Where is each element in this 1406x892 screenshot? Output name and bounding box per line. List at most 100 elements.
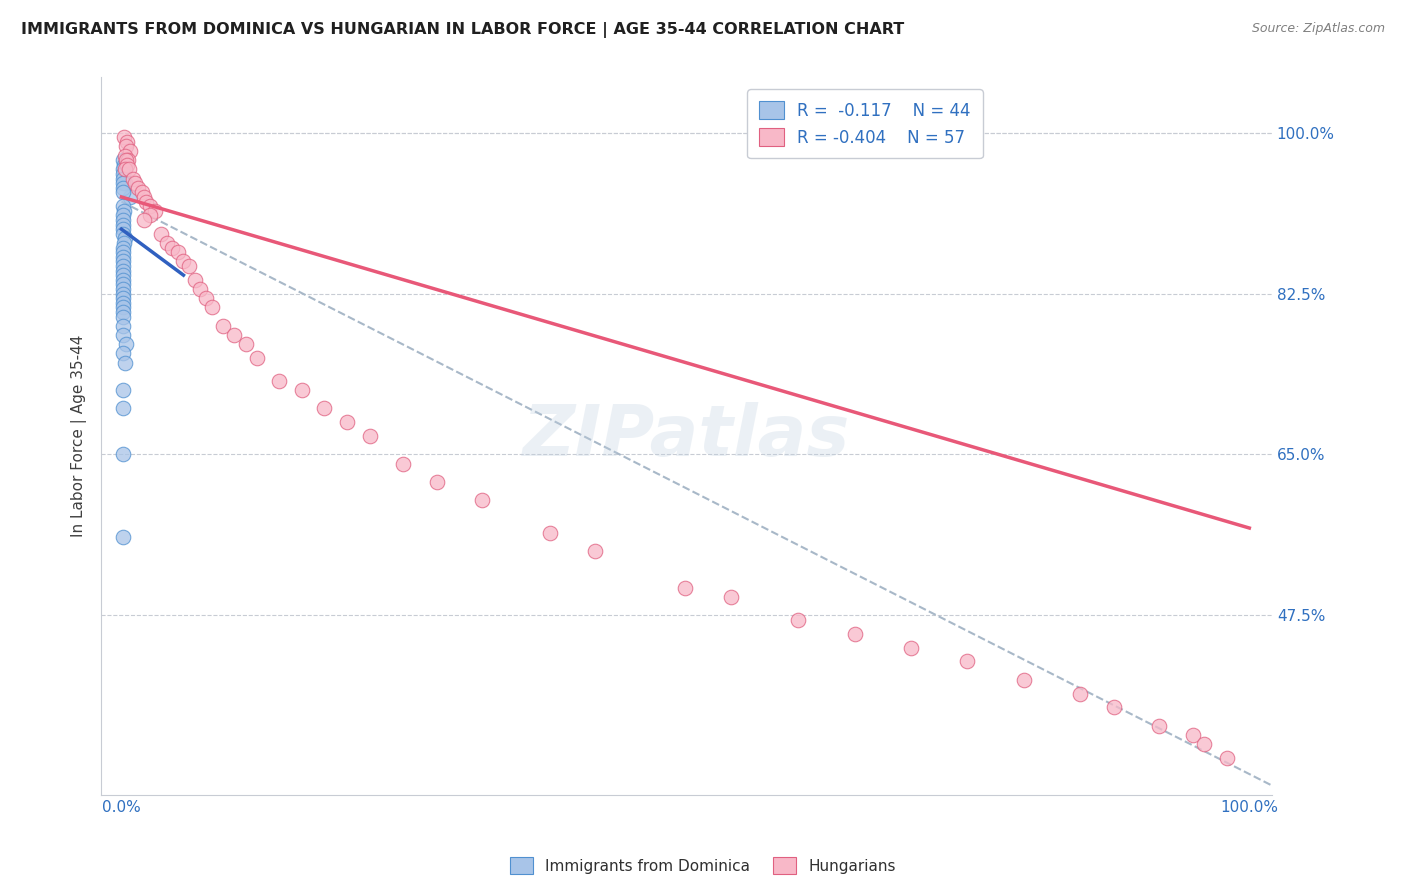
Point	[900, 640, 922, 655]
Point	[132, 213, 155, 227]
Point	[111, 254, 134, 268]
Point	[291, 383, 314, 397]
Text: ZIPatlas: ZIPatlas	[523, 401, 851, 471]
Point	[115, 153, 138, 168]
Text: IMMIGRANTS FROM DOMINICA VS HUNGARIAN IN LABOR FORCE | AGE 35-44 CORRELATION CHA: IMMIGRANTS FROM DOMINICA VS HUNGARIAN IN…	[21, 22, 904, 38]
Point	[120, 190, 142, 204]
Y-axis label: In Labor Force | Age 35-44: In Labor Force | Age 35-44	[72, 334, 87, 537]
Point	[118, 162, 141, 177]
Point	[111, 167, 134, 181]
Point	[1216, 751, 1239, 765]
Point	[155, 235, 177, 250]
Point	[111, 218, 134, 232]
Point	[115, 337, 138, 351]
Point	[720, 590, 742, 604]
Point	[392, 457, 415, 471]
Point	[111, 277, 134, 292]
Point	[135, 194, 157, 209]
Point	[359, 429, 381, 443]
Point	[111, 530, 134, 544]
Point	[336, 415, 359, 429]
Point	[1147, 719, 1170, 733]
Point	[269, 374, 291, 388]
Point	[111, 227, 134, 241]
Point	[111, 273, 134, 287]
Point	[314, 401, 336, 416]
Point	[111, 162, 134, 177]
Point	[131, 186, 153, 200]
Point	[111, 318, 134, 333]
Point	[117, 153, 139, 168]
Point	[1192, 737, 1215, 751]
Point	[1181, 728, 1204, 742]
Point	[246, 351, 269, 365]
Point	[114, 355, 136, 369]
Point	[111, 213, 134, 227]
Point	[184, 273, 207, 287]
Text: Source: ZipAtlas.com: Source: ZipAtlas.com	[1251, 22, 1385, 36]
Point	[111, 199, 134, 213]
Point	[114, 231, 136, 245]
Point	[143, 203, 166, 218]
Point	[583, 544, 606, 558]
Point	[111, 327, 134, 342]
Legend: Immigrants from Dominica, Hungarians: Immigrants from Dominica, Hungarians	[503, 851, 903, 880]
Point	[111, 301, 134, 315]
Point	[112, 203, 135, 218]
Point	[112, 235, 135, 250]
Point	[138, 199, 160, 213]
Point	[115, 139, 138, 153]
Point	[111, 286, 134, 301]
Point	[111, 401, 134, 416]
Point	[111, 245, 134, 260]
Point	[538, 525, 561, 540]
Point	[111, 222, 134, 236]
Point	[111, 153, 134, 168]
Point	[114, 148, 136, 162]
Point	[111, 282, 134, 296]
Point	[1102, 700, 1125, 714]
Point	[844, 627, 866, 641]
Point	[115, 135, 138, 149]
Point	[111, 310, 134, 324]
Point	[124, 176, 146, 190]
Point	[111, 305, 134, 319]
Point	[201, 301, 224, 315]
Point	[111, 291, 134, 305]
Point	[235, 337, 257, 351]
Point	[112, 158, 135, 172]
Point	[111, 295, 134, 310]
Point	[149, 227, 172, 241]
Point	[127, 181, 149, 195]
Point	[111, 250, 134, 264]
Point	[190, 282, 212, 296]
Point	[111, 346, 134, 360]
Point	[111, 171, 134, 186]
Point	[121, 171, 143, 186]
Point	[1012, 673, 1035, 687]
Point	[111, 241, 134, 255]
Point	[212, 318, 235, 333]
Point	[111, 186, 134, 200]
Point	[166, 245, 188, 260]
Point	[956, 654, 979, 668]
Point	[111, 176, 134, 190]
Point	[111, 268, 134, 282]
Point	[114, 176, 136, 190]
Point	[111, 259, 134, 273]
Point	[112, 130, 135, 145]
Point	[114, 162, 136, 177]
Point	[111, 383, 134, 397]
Point	[172, 254, 194, 268]
Point	[111, 208, 134, 222]
Point	[111, 263, 134, 277]
Point	[160, 241, 183, 255]
Point	[673, 581, 696, 595]
Point	[177, 259, 200, 273]
Point	[471, 493, 494, 508]
Point	[111, 447, 134, 461]
Point	[138, 208, 160, 222]
Point	[787, 613, 810, 627]
Point	[120, 144, 142, 158]
Point	[132, 190, 155, 204]
